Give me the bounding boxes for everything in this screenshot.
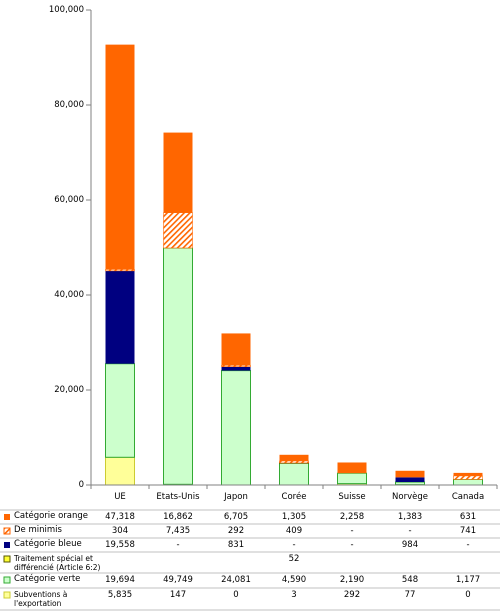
bar-segment-de-minimis-japon bbox=[221, 364, 251, 367]
table-cell: 1,305 bbox=[282, 512, 306, 522]
bar-segment-de-minimis-etats-unis bbox=[163, 212, 193, 249]
bar-segment-categorie-verte-ue bbox=[105, 363, 135, 458]
table-cell: 0 bbox=[465, 590, 470, 600]
table-cell: 304 bbox=[112, 526, 128, 536]
table-cell: - bbox=[176, 540, 179, 550]
bar-segment-categorie-orange-ue bbox=[105, 44, 135, 270]
table-cell: 5,835 bbox=[108, 590, 132, 600]
bar-segment-de-minimis-ue bbox=[105, 269, 135, 272]
table-cell: 7,435 bbox=[166, 526, 190, 536]
table-cell: 6,705 bbox=[224, 512, 248, 522]
bar-segment-categorie-bleue-japon bbox=[221, 366, 251, 371]
table-cell: 548 bbox=[402, 575, 418, 585]
legend-label: Catégorie orange bbox=[14, 511, 89, 521]
table-cell: 1,177 bbox=[456, 575, 480, 585]
table-cell: 831 bbox=[228, 540, 244, 550]
legend-marker-categorie-orange bbox=[4, 514, 10, 520]
table-cell: 77 bbox=[405, 590, 416, 600]
x-category-label: Canada bbox=[452, 492, 484, 502]
bar-segment-categorie-verte-suisse bbox=[337, 472, 367, 485]
y-tick-label: 20,000 bbox=[54, 385, 84, 395]
table-cell: 0 bbox=[233, 590, 238, 600]
legend-marker-categorie-verte bbox=[3, 576, 11, 584]
legend-label: Catégorie bleue bbox=[14, 539, 82, 549]
axes: 0 20,000 40,000 60,000 80,000 100,000 UE Etats-… bbox=[49, 5, 498, 502]
bars bbox=[105, 44, 483, 486]
y-tick-label: 40,000 bbox=[54, 290, 84, 300]
table-cell: 19,694 bbox=[105, 575, 135, 585]
table-cell: - bbox=[350, 526, 353, 536]
bar-segment-de-minimis-canada bbox=[453, 475, 483, 480]
bar-segment-categorie-orange-suisse bbox=[337, 462, 367, 474]
y-tick-label: 80,000 bbox=[54, 100, 84, 110]
table-cell: 24,081 bbox=[221, 575, 251, 585]
bar-segment-categorie-verte-norvege bbox=[395, 481, 425, 486]
bar-segment-categorie-verte-coree bbox=[279, 462, 309, 486]
table-cell: 47,318 bbox=[105, 512, 135, 522]
x-category-label: Japon bbox=[223, 492, 248, 502]
legend-label: Catégorie verte bbox=[14, 574, 81, 584]
bar-segment-categorie-verte-japon bbox=[221, 370, 251, 486]
bar-segment-categorie-bleue-ue bbox=[105, 270, 135, 364]
x-category-label: Norvège bbox=[392, 491, 428, 502]
legend-label: De minimis bbox=[14, 525, 62, 535]
table-cell: 3 bbox=[291, 590, 296, 600]
bar-segment-categorie-orange-norvege bbox=[395, 470, 425, 478]
bar-segment-categorie-orange-canada bbox=[453, 472, 483, 476]
table-cell: 2,190 bbox=[340, 575, 364, 585]
x-category-label: Corée bbox=[282, 491, 307, 502]
y-tick-label: 100,000 bbox=[49, 5, 84, 15]
table-cell: 19,558 bbox=[105, 540, 135, 550]
table-cell: 52 bbox=[289, 554, 300, 564]
table-cell: 409 bbox=[286, 526, 302, 536]
y-tick-label: 0 bbox=[79, 480, 84, 490]
x-category-label: Etats-Unis bbox=[156, 492, 200, 502]
table-cell: 1,383 bbox=[398, 512, 422, 522]
table-cell: - bbox=[350, 540, 353, 550]
y-tick-label: 60,000 bbox=[54, 195, 84, 205]
bar-segment-subventions-a-l-exportation-ue bbox=[105, 456, 135, 486]
bar-segment-categorie-orange-etats-unis bbox=[163, 132, 193, 213]
table-cell: 2,258 bbox=[340, 512, 364, 522]
legend-label: Subventions à l'exportation bbox=[14, 590, 68, 608]
legend-marker-de-minimis bbox=[3, 527, 11, 535]
x-category-label: UE bbox=[114, 492, 126, 502]
table-cell: 292 bbox=[344, 590, 360, 600]
bar-segment-categorie-verte-canada bbox=[453, 478, 483, 486]
table-cell: 631 bbox=[460, 512, 476, 522]
legend-label: Traitement spécial et différencié (Artic… bbox=[14, 554, 101, 572]
table-cell: - bbox=[408, 526, 411, 536]
legend-marker-subventions-a-l-exportation bbox=[3, 591, 11, 599]
bar-segment-categorie-orange-japon bbox=[221, 333, 251, 366]
legend-marker-traitement-special-et-differencie-article-6-2 bbox=[3, 555, 11, 563]
table-cell: - bbox=[466, 540, 469, 550]
table-cell: 147 bbox=[170, 590, 186, 600]
legend-marker-categorie-bleue bbox=[4, 542, 10, 548]
table-cell: 16,862 bbox=[163, 512, 193, 522]
bar-segment-categorie-verte-etats-unis bbox=[163, 247, 193, 485]
bar-segment-de-minimis-coree bbox=[279, 460, 309, 464]
table-cell: 292 bbox=[228, 526, 244, 536]
bar-segment-categorie-orange-coree bbox=[279, 454, 309, 461]
data-table: 47,318 16,862 6,705 1,305 2,258 1,383 631 304 7,… bbox=[0, 509, 500, 611]
bar-segment-categorie-bleue-norvege bbox=[395, 477, 425, 483]
table-cell: 741 bbox=[460, 526, 476, 536]
table-cell: 984 bbox=[402, 540, 418, 550]
table-cell: 49,749 bbox=[163, 575, 193, 585]
table-cell: - bbox=[292, 540, 295, 550]
x-category-label: Suisse bbox=[338, 492, 365, 502]
table-cell: 4,590 bbox=[282, 575, 306, 585]
